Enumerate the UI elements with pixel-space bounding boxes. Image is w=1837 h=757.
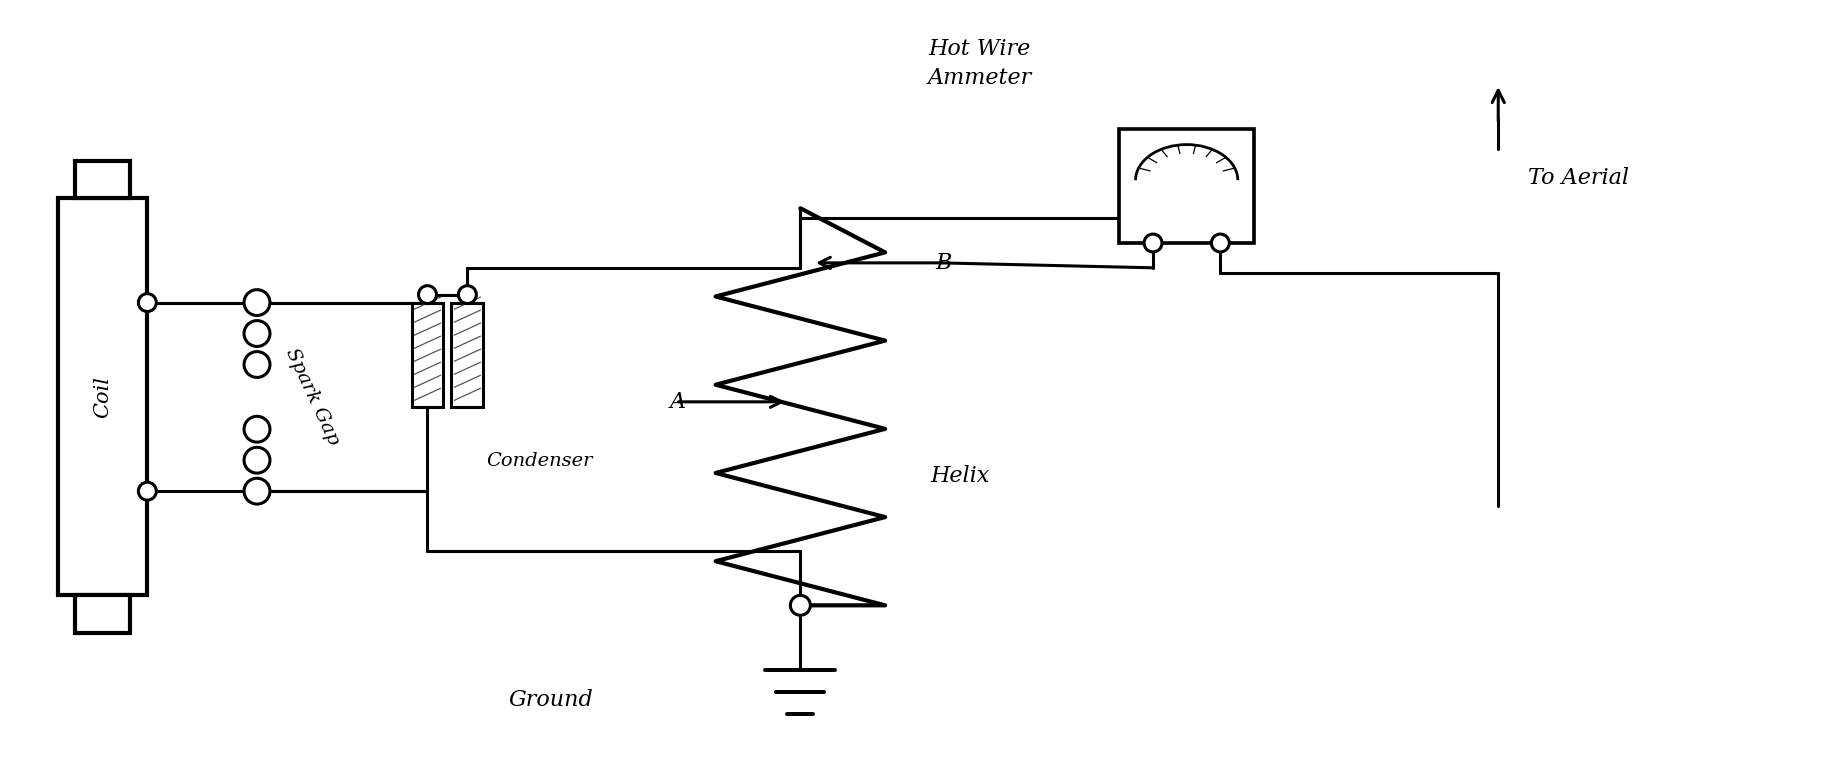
Circle shape (244, 447, 270, 473)
Text: A: A (669, 391, 685, 413)
Bar (452, 303, 483, 407)
Text: Hot Wire
Ammeter: Hot Wire Ammeter (928, 39, 1032, 89)
Bar (1119, 129, 1255, 243)
Text: To Aerial: To Aerial (1528, 167, 1629, 189)
Circle shape (244, 321, 270, 347)
Text: Condenser: Condenser (487, 453, 593, 470)
Circle shape (244, 290, 270, 316)
Circle shape (1211, 234, 1229, 252)
Text: Ground: Ground (509, 689, 593, 711)
Circle shape (244, 416, 270, 442)
Bar (411, 303, 443, 407)
Circle shape (244, 478, 270, 504)
Circle shape (138, 294, 156, 311)
Circle shape (1144, 234, 1163, 252)
Text: Spark Gap: Spark Gap (281, 346, 342, 448)
Bar (75, 160, 130, 198)
Circle shape (419, 285, 437, 304)
Circle shape (138, 482, 156, 500)
Bar (57, 198, 147, 596)
Text: Helix: Helix (930, 466, 988, 488)
Circle shape (244, 351, 270, 378)
Circle shape (790, 596, 810, 615)
Text: Coil: Coil (94, 376, 112, 418)
Bar (75, 596, 130, 633)
Circle shape (459, 285, 476, 304)
Text: B: B (935, 252, 952, 274)
